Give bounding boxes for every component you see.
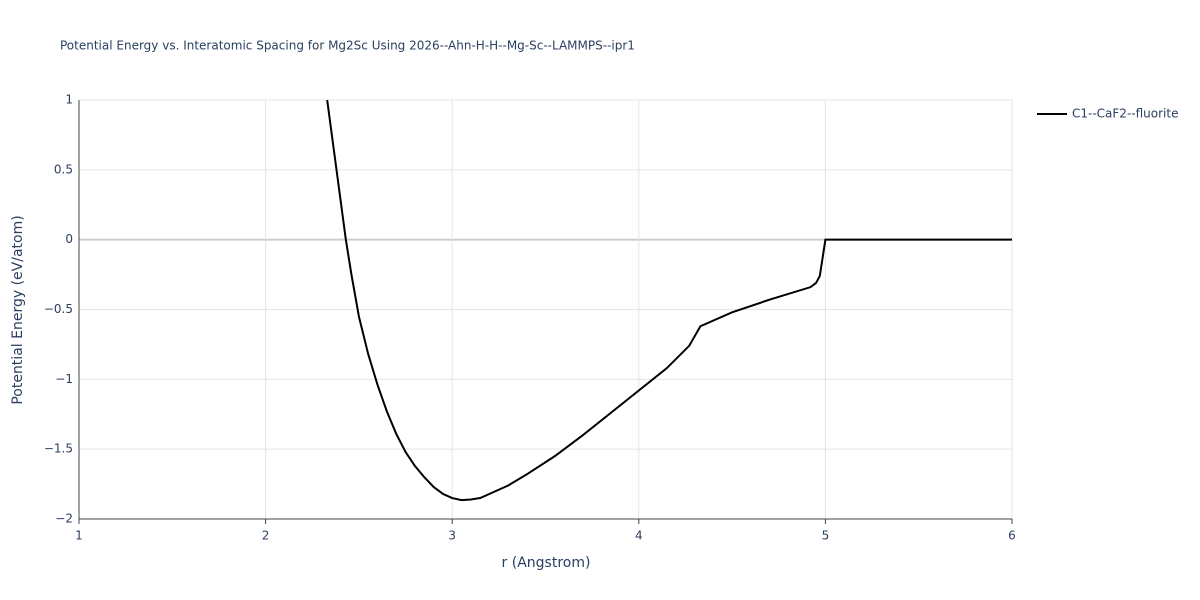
y-tick-label: −1	[55, 372, 73, 386]
x-tick-label: 3	[448, 529, 456, 543]
y-tick-label: 0	[65, 232, 73, 246]
y-tick-label: −2	[55, 512, 73, 526]
y-axis-label: Potential Energy (eV/atom)	[10, 215, 26, 404]
line	[326, 99, 1012, 502]
y-tick-label: 0.5	[54, 162, 73, 176]
legend-label: C1--CaF2--fluorite	[1072, 107, 1178, 121]
x-tick-label: 4	[635, 529, 643, 543]
x-axis-label: r (Angstrom)	[502, 555, 591, 571]
y-tick-label: −1.5	[44, 442, 73, 456]
x-tick-label: 1	[75, 529, 83, 543]
y-tick-label: 1	[65, 93, 73, 107]
x-tick-label: 6	[1008, 529, 1016, 543]
chart-title: Potential Energy vs. Interatomic Spacing…	[60, 39, 635, 53]
x-tick-label: 2	[262, 529, 270, 543]
x-tick-label: 5	[822, 529, 830, 543]
y-tick-label: −0.5	[44, 302, 73, 316]
